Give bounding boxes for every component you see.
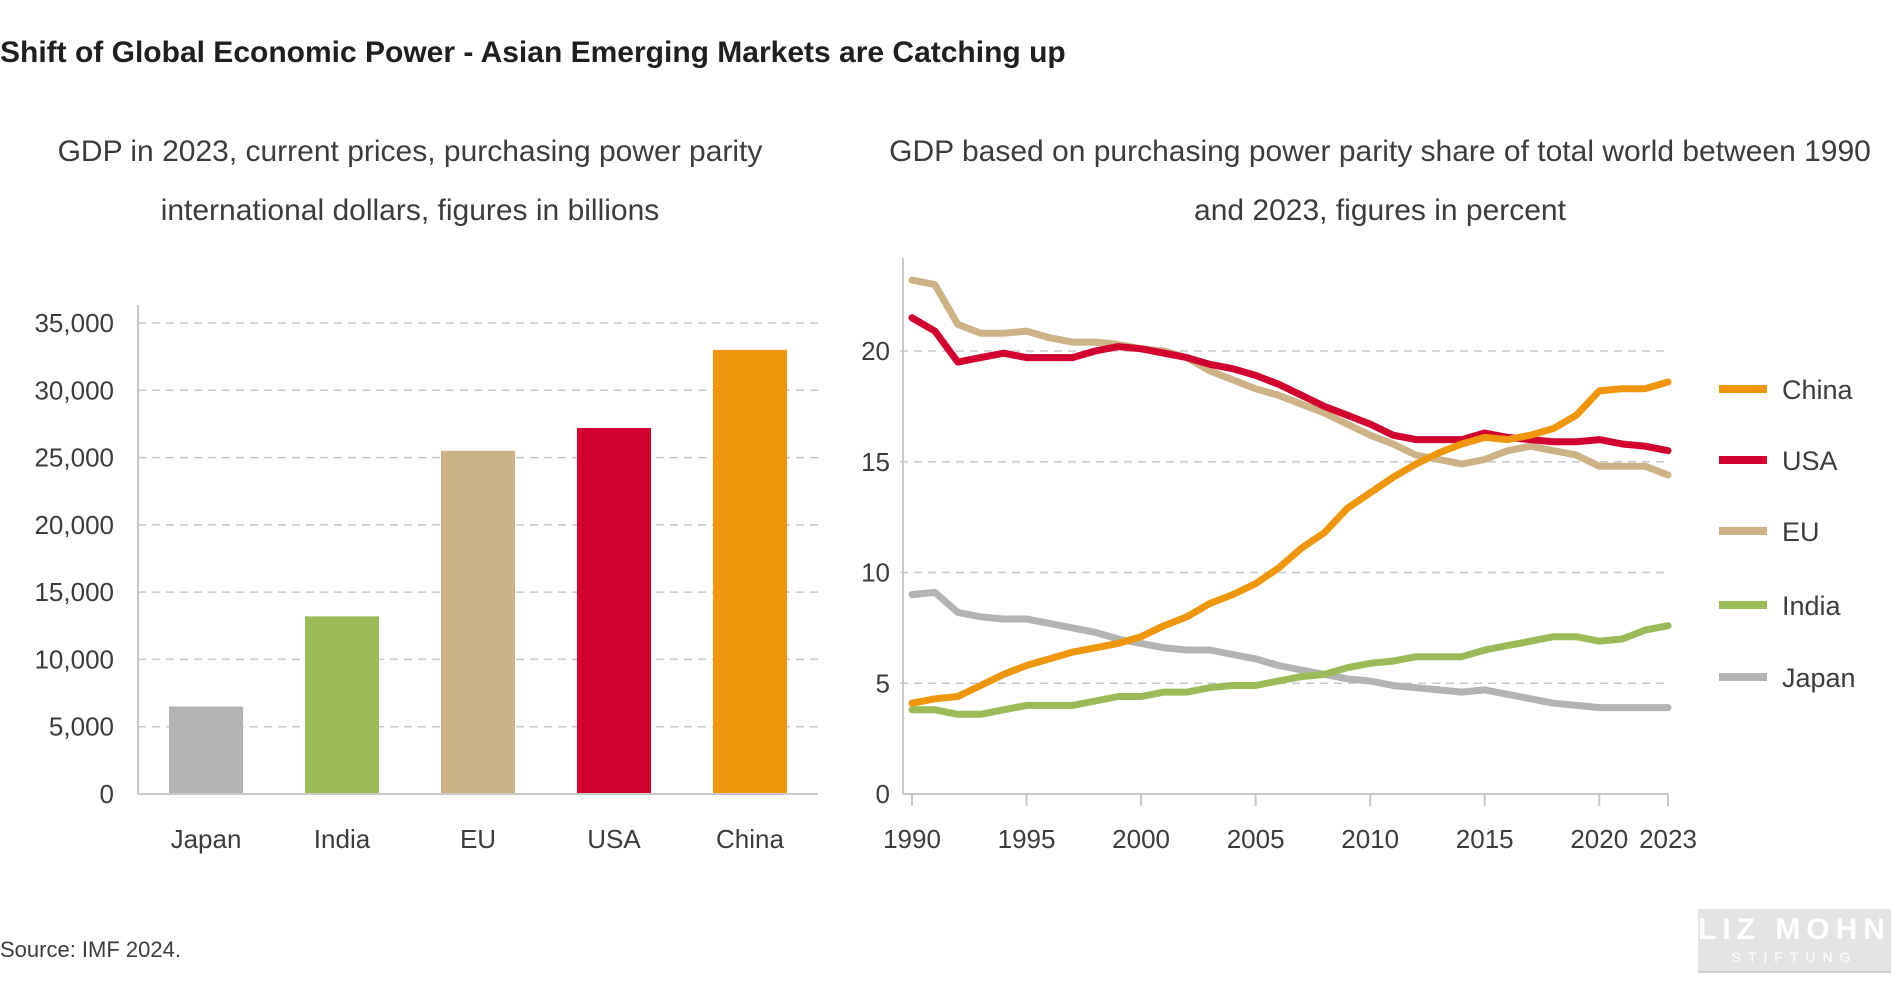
series-japan-line bbox=[908, 588, 1672, 712]
bar-y-tick-label: 20,000 bbox=[34, 510, 114, 540]
line-x-tick-label: 2000 bbox=[1112, 824, 1170, 854]
legend-label-india: India bbox=[1782, 591, 1842, 621]
bar-x-tick-label: USA bbox=[587, 824, 641, 854]
series-china-line bbox=[908, 378, 1672, 707]
legend-label-china: China bbox=[1782, 375, 1854, 405]
line-y-tick-label: 15 bbox=[861, 447, 890, 477]
series-eu-line bbox=[908, 276, 1672, 479]
line-chart-x-tick-labels: 1990 1995 2000 2005 2010 2015 2020 2023 bbox=[883, 824, 1697, 854]
line-chart-axes bbox=[902, 258, 1669, 806]
bar-x-tick-label: China bbox=[716, 824, 784, 854]
bar-y-tick-label: 30,000 bbox=[34, 375, 114, 405]
bar-chart-x-tick-labels: Japan India EU USA China bbox=[171, 824, 785, 854]
line-x-tick-label: 1995 bbox=[998, 824, 1056, 854]
logo-name: LIZ MOHN bbox=[1698, 913, 1891, 946]
bar-y-tick-label: 25,000 bbox=[34, 443, 114, 473]
bar-chart-title: GDP in 2023, current prices, purchasing … bbox=[57, 135, 763, 227]
bar-usa bbox=[577, 427, 651, 794]
legend-label-japan: Japan bbox=[1782, 663, 1856, 693]
line-y-tick-label: 10 bbox=[861, 558, 890, 588]
line-y-tick-label: 0 bbox=[876, 779, 890, 809]
line-x-tick-label: 2020 bbox=[1570, 824, 1628, 854]
main-title: Shift of Global Economic Power - Asian E… bbox=[0, 36, 1066, 69]
line-y-tick-label: 5 bbox=[876, 668, 890, 698]
bar-y-tick-label: 35,000 bbox=[34, 308, 114, 338]
series-usa-line bbox=[908, 314, 1672, 455]
source-note: Source: IMF 2024. bbox=[0, 937, 181, 962]
bar-x-tick-label: India bbox=[314, 824, 371, 854]
bar-x-tick-label: EU bbox=[460, 824, 496, 854]
line-chart-legend: China USA EU India Japan bbox=[1719, 375, 1856, 693]
bar-india bbox=[305, 616, 379, 794]
bar-y-tick-label: 15,000 bbox=[34, 577, 114, 607]
bar-japan bbox=[169, 706, 243, 794]
legend-label-usa: USA bbox=[1782, 446, 1838, 476]
bar-x-tick-label: Japan bbox=[171, 824, 242, 854]
bar-chart-bars bbox=[169, 349, 787, 794]
line-y-tick-label: 20 bbox=[861, 336, 890, 366]
bar-eu bbox=[441, 450, 515, 794]
liz-mohn-stiftung-logo: LIZ MOHN STIFTUNG bbox=[1698, 909, 1891, 973]
line-chart-y-tick-labels: 0 5 10 15 20 bbox=[861, 336, 890, 809]
line-x-tick-label: 2015 bbox=[1456, 824, 1514, 854]
line-x-tick-label: 2010 bbox=[1341, 824, 1399, 854]
bar-chart-axes bbox=[137, 305, 818, 795]
line-x-tick-label: 2005 bbox=[1227, 824, 1285, 854]
line-x-tick-label: 2023 bbox=[1639, 824, 1697, 854]
legend-label-eu: EU bbox=[1782, 517, 1820, 547]
logo-subtitle: STIFTUNG bbox=[1731, 949, 1858, 965]
bar-chart-y-tick-labels: 0 5,000 10,000 15,000 20,000 25,000 30,000 35,0… bbox=[34, 308, 114, 809]
line-chart-series bbox=[908, 276, 1672, 718]
series-india-line bbox=[908, 622, 1672, 718]
line-chart-title: GDP based on purchasing power parity sha… bbox=[889, 135, 1871, 227]
line-x-tick-label: 1990 bbox=[883, 824, 941, 854]
bar-y-tick-label: 10,000 bbox=[34, 644, 114, 674]
bar-y-tick-label: 0 bbox=[100, 779, 114, 809]
bar-y-tick-label: 5,000 bbox=[49, 712, 114, 742]
bar-china bbox=[713, 349, 787, 794]
